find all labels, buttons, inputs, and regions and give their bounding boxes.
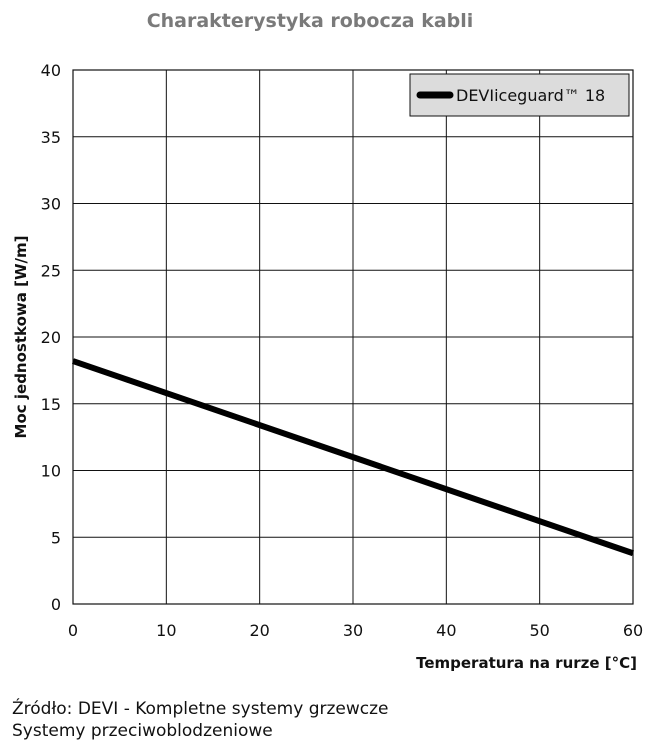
legend: DEVIiceguard™ 18 <box>409 73 630 117</box>
plot-frame <box>72 69 634 605</box>
y-tick-label: 15 <box>41 395 61 414</box>
x-tick-label: 50 <box>529 621 549 640</box>
chart-title: Charakterystyka robocza kabli <box>147 10 474 32</box>
x-tick-label: 40 <box>436 621 456 640</box>
y-tick-label: 20 <box>41 328 61 347</box>
y-axis-label: Moc jednostkowa [W/m] <box>12 236 30 439</box>
x-tick-label: 60 <box>623 621 643 640</box>
y-tick-label: 10 <box>41 462 61 481</box>
grid <box>72 69 634 605</box>
x-tick-labels: 0 10 20 30 40 50 60 <box>68 621 643 640</box>
source-caption: Źródło: DEVI - Kompletne systemy grzewcz… <box>12 698 389 742</box>
x-tick-label: 20 <box>249 621 269 640</box>
x-tick-label: 0 <box>68 621 78 640</box>
y-tick-label: 5 <box>51 528 61 547</box>
series-line-0 <box>72 358 634 557</box>
y-tick-label: 40 <box>41 61 61 80</box>
source-line-1: Źródło: DEVI - Kompletne systemy grzewcz… <box>12 699 389 719</box>
series-layer <box>72 358 634 557</box>
legend-label: DEVIiceguard™ 18 <box>456 86 605 105</box>
y-tick-label: 35 <box>41 128 61 147</box>
x-tick-label: 30 <box>343 621 363 640</box>
y-tick-label: 25 <box>41 261 61 280</box>
y-tick-label: 0 <box>51 595 61 614</box>
x-axis-label: Temperatura na rurze [°C] <box>416 654 637 672</box>
y-tick-label: 30 <box>41 195 61 214</box>
source-line-2: Systemy przeciwoblodzeniowe <box>12 721 273 741</box>
chart: Charakterystyka robocza kabli 0 5 10 15 20 25… <box>12 10 643 672</box>
y-tick-labels: 0 5 10 15 20 25 30 35 40 <box>41 61 61 614</box>
x-tick-label: 10 <box>156 621 176 640</box>
